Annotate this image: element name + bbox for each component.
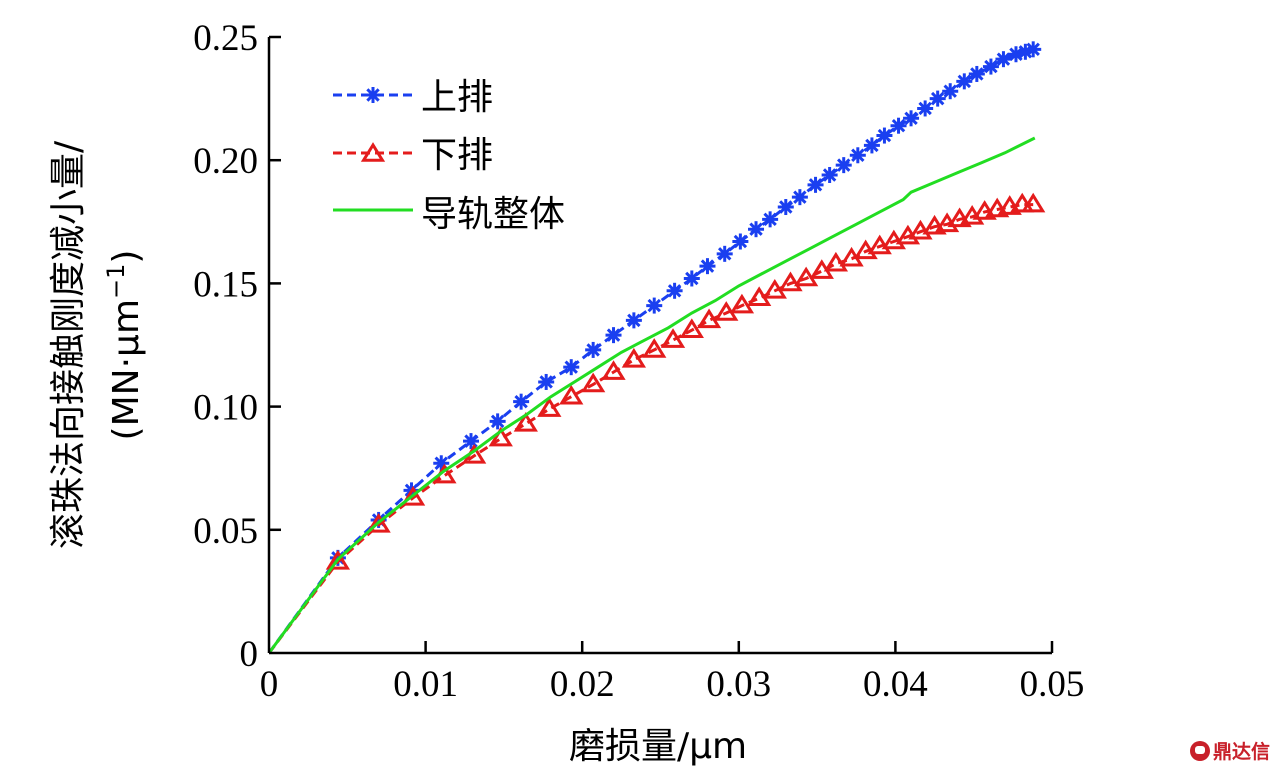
legend-label-lower: 下排 [421,135,493,176]
data-point-triangle [581,372,606,393]
data-point-triangle [366,513,391,533]
watermark-logo-icon [1189,740,1210,761]
data-point-asterisk [821,166,838,183]
data-point-asterisk [849,147,866,164]
data-point-asterisk [605,327,622,344]
legend-item-lower: 下排 [333,135,493,176]
data-point-asterisk [748,221,765,238]
y-unit-prefix: (MN·μm [106,299,147,440]
data-point-asterisk [863,137,880,154]
data-point-asterisk [585,341,602,358]
data-point-asterisk [538,373,555,390]
data-point-triangle [513,411,538,432]
data-point-asterisk [513,393,530,410]
legend-item-whole: 导轨整体 [333,194,565,235]
data-point-asterisk [791,189,808,206]
data-point-asterisk [995,51,1012,68]
data-point-asterisk [929,90,946,107]
data-point-asterisk [956,73,973,90]
y-unit-sup: −1 [102,264,130,299]
data-point-triangle [778,271,803,292]
data-point-asterisk [646,297,663,314]
data-point-asterisk [835,157,852,174]
y-tick-label: 0.05 [193,511,258,552]
data-point-asterisk [942,83,959,100]
legend: 上排 下排 导轨整体 [333,77,565,235]
data-point-asterisk [762,211,779,228]
x-tick-label: 0.02 [550,664,615,705]
data-point-asterisk [903,110,920,127]
x-ticks: 0 0.01 0.02 0.03 0.04 0.05 [260,641,1085,705]
y-axis-title-line1: 滚珠法向接触刚度减小量/ [48,140,89,549]
data-point-triangle [537,397,562,417]
data-point-triangle [621,347,647,368]
data-point-asterisk [982,58,999,75]
x-tick-label: 0.04 [863,664,928,705]
data-point-triangle [660,328,686,348]
y-tick-label: 0.20 [193,141,258,182]
y-ticks: 0 0.05 0.10 0.15 0.20 0.25 [193,18,281,675]
y-axis-unit: (MN·μm−1) [102,250,147,441]
data-point-asterisk [625,312,642,329]
watermark: 鼎达信 [1189,737,1270,764]
y-unit-suffix: ) [106,250,147,264]
x-tick-label: 0.03 [706,664,771,705]
x-tick-label: 0.01 [393,664,458,705]
data-point-asterisk [563,359,580,376]
watermark-text: 鼎达信 [1212,741,1270,763]
data-point-asterisk [968,65,985,82]
data-point-asterisk [699,258,716,275]
data-point-triangle [696,308,722,329]
x-axis-title: 磨损量/μm [569,726,747,767]
data-point-asterisk [683,270,700,287]
data-point-asterisk [807,176,824,193]
data-point-triangle [729,293,755,314]
data-point-asterisk [917,100,934,117]
data-point-triangle [823,251,849,272]
data-point-asterisk [463,433,480,450]
legend-label-whole: 导轨整体 [421,194,565,235]
data-point-asterisk [666,282,683,299]
data-point-triangle [325,549,351,570]
plot-area [267,41,1046,654]
y-tick-label: 0 [240,634,259,675]
data-point-asterisk [777,199,794,216]
data-point-triangle [400,485,426,506]
y-tick-label: 0.10 [193,388,258,429]
data-point-asterisk [890,117,907,134]
series-line-2 [267,136,1036,654]
x-tick-label: 0 [260,664,279,705]
data-point-triangle [601,360,626,380]
legend-marker-asterisk-icon [365,87,381,103]
y-tick-label: 0.15 [193,264,258,305]
y-axis-unit-text: (MN·μm−1) [102,250,147,441]
data-point-asterisk [489,413,506,430]
data-point-asterisk [876,127,893,144]
legend-item-upper: 上排 [333,77,493,118]
data-point-triangle [559,384,584,405]
y-axis-title: 滚珠法向接触刚度减小量/ [48,140,89,549]
legend-marker-triangle-icon [360,142,386,162]
series-line-1 [267,203,1034,654]
data-point-triangle [488,426,513,447]
data-point-asterisk [1025,41,1042,58]
x-tick-label: 0.05 [1020,664,1085,705]
data-point-asterisk [732,233,749,250]
data-point-triangle [642,338,667,358]
legend-label-upper: 上排 [421,77,493,118]
data-point-triangle [1021,192,1046,213]
data-point-triangle [679,318,704,339]
y-tick-label: 0.25 [193,18,258,59]
data-point-asterisk [716,245,733,262]
